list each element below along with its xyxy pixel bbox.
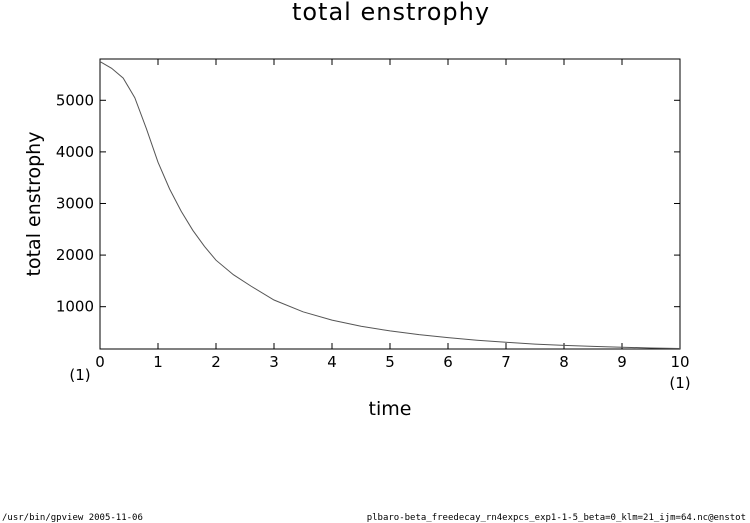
x-tick-label: 8	[559, 353, 569, 371]
x-tick-label: 2	[211, 353, 221, 371]
series-line	[99, 61, 681, 349]
chart-title: total enstrophy	[292, 0, 490, 26]
y-tick-label: 3000	[56, 194, 94, 212]
x-tick-label: 0	[95, 353, 105, 371]
footer-left: /usr/bin/gpview 2005-11-06	[2, 513, 143, 523]
x-tick-label: 10	[670, 353, 689, 371]
y-tick-label: 2000	[56, 246, 94, 264]
y-axis-label: total enstrophy	[23, 132, 45, 277]
y-tick-label: 1000	[56, 298, 94, 316]
x-tick-label: 9	[617, 353, 627, 371]
x-tick-label: 3	[269, 353, 279, 371]
x-tick-label: 1	[153, 353, 163, 371]
footer-right: plbaro-beta_freedecay_rn4expcs_exp1-1-5_…	[367, 513, 746, 523]
x-axis: 0 1 2 3 4 5 6 7 8 9 10	[95, 59, 690, 371]
series-group	[99, 61, 681, 349]
x-tick-label: 6	[443, 353, 453, 371]
x-tick-label: 5	[385, 353, 395, 371]
plot-frame	[99, 58, 681, 350]
x-scale-note-left: (1)	[69, 366, 90, 384]
y-axis: 1000 2000 3000 4000 5000	[56, 91, 680, 316]
x-tick-label: 4	[327, 353, 337, 371]
y-tick-label: 4000	[56, 143, 94, 161]
x-tick-label: 7	[501, 353, 511, 371]
y-tick-label: 5000	[56, 91, 94, 109]
x-axis-label: time	[369, 398, 412, 420]
x-scale-note-right: (1)	[669, 374, 690, 392]
